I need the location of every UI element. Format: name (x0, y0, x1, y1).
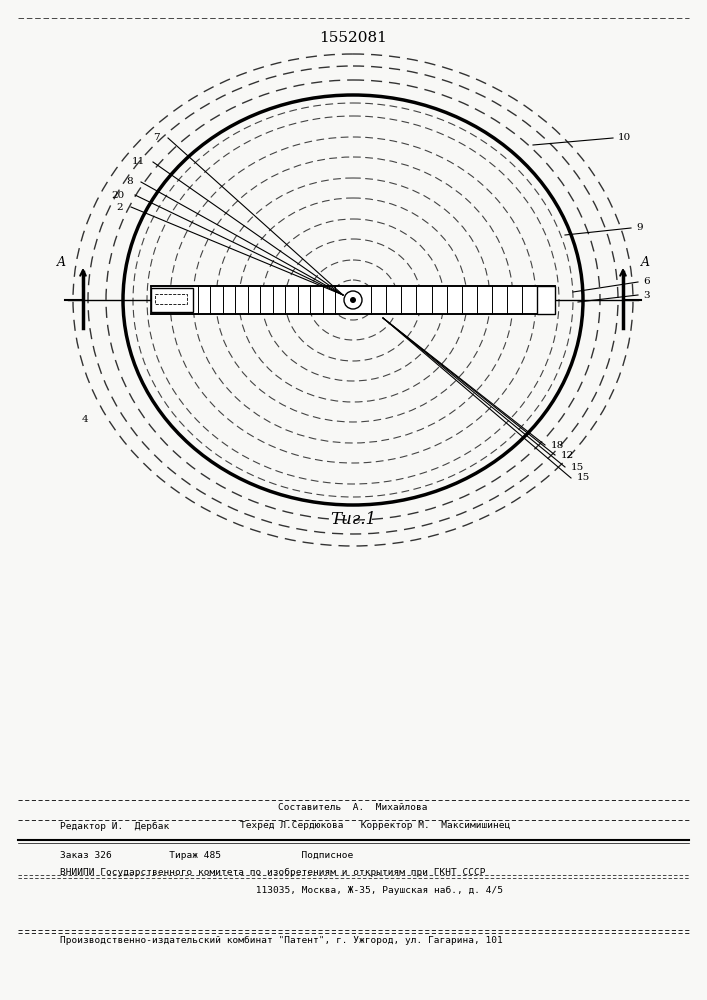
Text: Производственно-издательский комбинат "Патент", г. Ужгород, ул. Гагарина, 101: Производственно-издательский комбинат "П… (60, 935, 503, 945)
Text: 3: 3 (643, 290, 650, 300)
Bar (151, 288, 192, 312)
Text: 7: 7 (153, 133, 160, 142)
Text: 15: 15 (577, 474, 590, 483)
Bar (537, 286, 556, 314)
Text: ВНИИПИ Государственного комитета по изобретениям и открытиям при ГКНТ СССР: ВНИИПИ Государственного комитета по изоб… (60, 867, 486, 877)
Text: A: A (57, 255, 66, 268)
Text: 2: 2 (117, 202, 123, 212)
Text: Редактор И.  Дербак: Редактор И. Дербак (60, 821, 169, 831)
Text: 20: 20 (112, 190, 125, 200)
Text: Составитель  А.  Михайлова: Составитель А. Михайлова (279, 804, 428, 812)
Text: Техред Л.Сердюкова   Корректор М.  Максимишинец: Техред Л.Сердюкова Корректор М. Максимиш… (240, 822, 510, 830)
Text: 10: 10 (618, 133, 631, 142)
Text: A: A (641, 255, 650, 268)
Text: 12: 12 (561, 450, 574, 460)
Text: 8: 8 (127, 178, 133, 186)
Text: 15: 15 (571, 462, 584, 472)
Text: 1552081: 1552081 (319, 31, 387, 45)
Text: Заказ 326          Тираж 485              Подписное: Заказ 326 Тираж 485 Подписное (60, 850, 354, 859)
Text: 113035, Москва, Ж-35, Раушская наб., д. 4/5: 113035, Москва, Ж-35, Раушская наб., д. … (204, 885, 503, 895)
Bar (151, 286, 556, 314)
Text: Τиг.1: Τиг.1 (330, 512, 376, 528)
Text: 18: 18 (551, 440, 564, 450)
Text: 9: 9 (636, 224, 643, 232)
Text: 11: 11 (132, 157, 145, 166)
Bar (155, 294, 187, 304)
Text: 4: 4 (81, 416, 88, 424)
Text: 6: 6 (643, 277, 650, 286)
Circle shape (350, 297, 356, 303)
